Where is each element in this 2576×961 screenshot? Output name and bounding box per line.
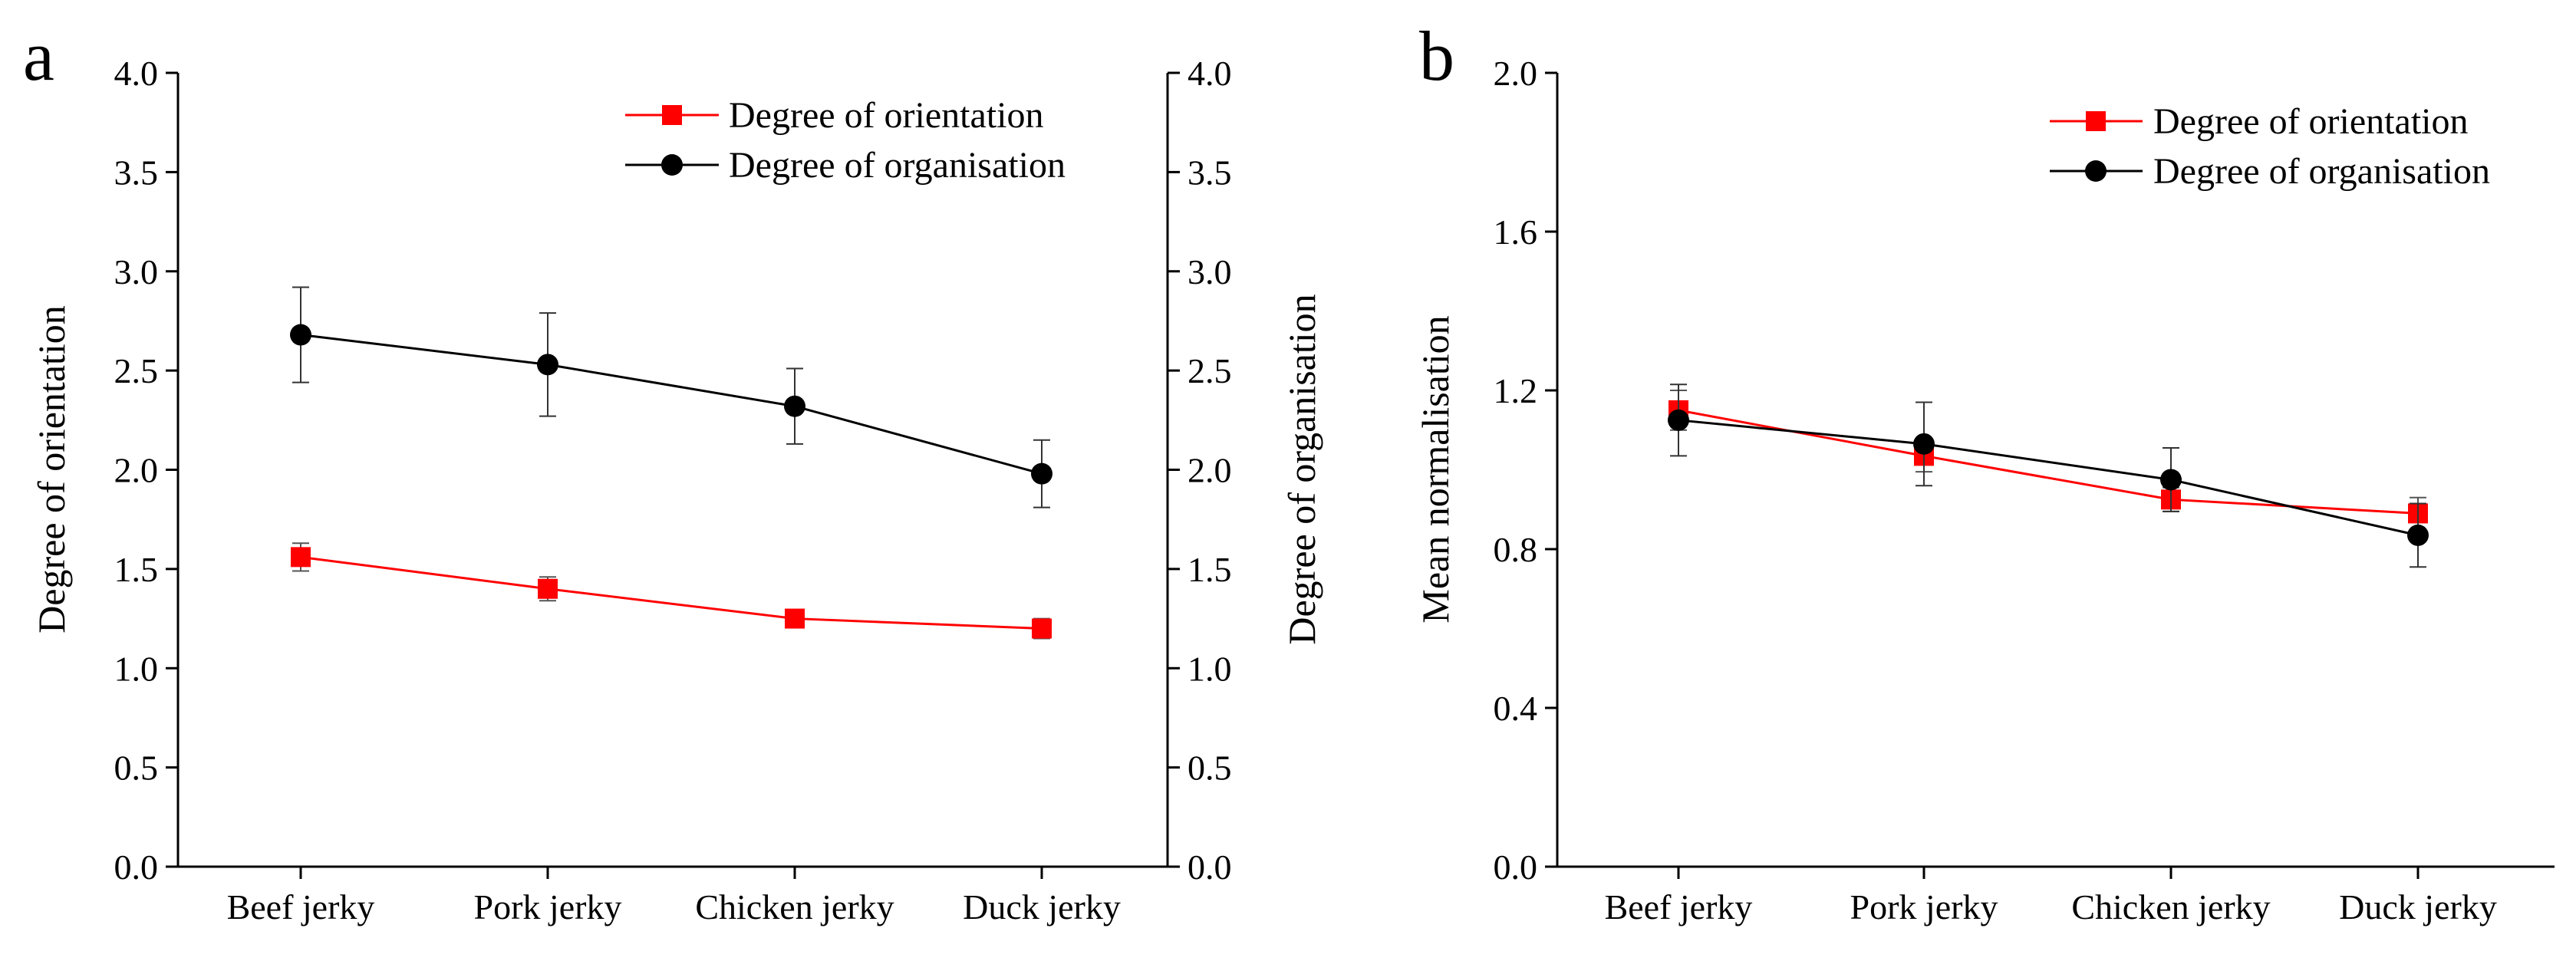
- panel-b-y-axis-title: Mean normalisation: [1414, 315, 1457, 623]
- y2-tick-label: 4.0: [1188, 54, 1232, 93]
- y-tick-label: 1.6: [1494, 212, 1538, 252]
- y-tick-label: 0.8: [1494, 530, 1538, 569]
- panel-b: b 0.0 0.4 0.8 1.2 1.6 2.0 Beef jerky Pork jerk…: [1414, 17, 2555, 926]
- legend-label: Degree of organisation: [2153, 151, 2490, 192]
- legend-label: Degree of organisation: [729, 145, 1066, 186]
- y-tick-label: 1.0: [114, 649, 159, 688]
- y2-tick-label: 1.0: [1188, 649, 1232, 688]
- panel-a: a 0.0 0.5 1.0 1.5 2.0 2.5 3.0 3.5 4.0 0.0 0.5 1.0 1…: [23, 17, 1323, 926]
- series-square-0: [291, 542, 1052, 640]
- x-tick-label: Chicken jerky: [695, 887, 894, 926]
- data-point-circle: [1668, 409, 1689, 431]
- legend-circle-marker: [2085, 160, 2107, 182]
- panel-a-right-ticks: 0.0 0.5 1.0 1.5 2.0 2.5 3.0 3.5 4.0: [1168, 54, 1232, 887]
- panel-b-series: [1668, 383, 2429, 568]
- panel-a-legend-item-orientation: Degree of orientation: [625, 95, 1043, 136]
- series-square-0: [1668, 390, 2428, 531]
- x-tick-label: Duck jerky: [963, 887, 1121, 926]
- y-tick-label: 3.5: [114, 153, 159, 192]
- data-point-square: [538, 578, 558, 599]
- panel-a-left-ticks: 0.0 0.5 1.0 1.5 2.0 2.5 3.0 3.5 4.0: [114, 54, 178, 887]
- y2-tick-label: 3.5: [1188, 153, 1232, 192]
- panel-b-x-ticks: Beef jerky Pork jerky Chicken jerky Duck je…: [1605, 867, 2497, 926]
- data-point-circle: [537, 354, 558, 376]
- panel-b-label: b: [1419, 17, 1454, 95]
- y-tick-label: 2.5: [114, 351, 159, 390]
- y2-tick-label: 0.5: [1188, 749, 1232, 788]
- data-point-circle: [1913, 433, 1935, 455]
- panel-a-label: a: [23, 17, 54, 95]
- panel-b-legend-item-orientation: Degree of orientation: [2050, 101, 2468, 142]
- legend-square-marker: [2086, 111, 2106, 131]
- panel-a-series: [290, 286, 1052, 640]
- x-tick-label: Beef jerky: [1605, 887, 1753, 926]
- legend-square-marker: [662, 105, 682, 125]
- y-tick-label: 0.0: [114, 847, 159, 887]
- panel-b-legend: Degree of orientation Degree of organisa…: [2050, 101, 2490, 192]
- panel-a-y2-axis-title: Degree of organisation: [1280, 294, 1323, 644]
- x-tick-label: Pork jerky: [1850, 887, 1998, 926]
- y2-tick-label: 0.0: [1188, 847, 1232, 887]
- data-point-circle: [2160, 469, 2182, 491]
- panel-b-legend-item-organisation: Degree of organisation: [2050, 151, 2490, 192]
- y-tick-label: 4.0: [114, 54, 159, 93]
- data-point-circle: [784, 395, 805, 417]
- y-tick-label: 3.0: [114, 252, 159, 291]
- legend-circle-marker: [661, 154, 683, 176]
- panel-a-y-axis-title: Degree of orientation: [30, 305, 73, 634]
- y-tick-label: 1.5: [114, 550, 159, 589]
- y-tick-label: 0.4: [1494, 689, 1538, 728]
- x-tick-label: Beef jerky: [227, 887, 375, 926]
- series-circle-1: [1668, 383, 2429, 568]
- series-line: [1678, 419, 2419, 537]
- y-tick-label: 1.2: [1494, 371, 1538, 410]
- x-tick-label: Chicken jerky: [2071, 887, 2270, 926]
- x-tick-label: Duck jerky: [2339, 887, 2497, 926]
- y2-tick-label: 2.0: [1188, 451, 1232, 490]
- y-tick-label: 2.0: [114, 451, 159, 490]
- y-tick-label: 0.0: [1494, 847, 1538, 887]
- y-tick-label: 0.5: [114, 749, 159, 788]
- y2-tick-label: 2.5: [1188, 351, 1232, 390]
- panel-a-legend: Degree of orientation Degree of organisa…: [625, 95, 1066, 186]
- series-circle-1: [290, 286, 1052, 508]
- data-point-square: [291, 547, 311, 568]
- x-tick-label: Pork jerky: [474, 887, 622, 926]
- data-point-circle: [2407, 524, 2429, 546]
- y-tick-label: 2.0: [1494, 54, 1538, 93]
- y2-tick-label: 3.0: [1188, 252, 1232, 291]
- panel-a-legend-item-organisation: Degree of organisation: [625, 145, 1066, 186]
- data-point-square: [785, 608, 805, 629]
- legend-label: Degree of orientation: [2153, 101, 2468, 142]
- legend-label: Degree of orientation: [729, 95, 1043, 136]
- data-point-square: [1032, 618, 1052, 639]
- y2-tick-label: 1.5: [1188, 550, 1232, 589]
- panel-a-x-ticks: Beef jerky Pork jerky Chicken jerky Duck je…: [227, 867, 1121, 926]
- data-point-circle: [1031, 462, 1052, 485]
- series-line: [300, 334, 1043, 476]
- series-line: [300, 555, 1043, 630]
- data-point-circle: [290, 324, 311, 346]
- panel-b-left-ticks: 0.0 0.4 0.8 1.2 1.6 2.0: [1494, 54, 1557, 887]
